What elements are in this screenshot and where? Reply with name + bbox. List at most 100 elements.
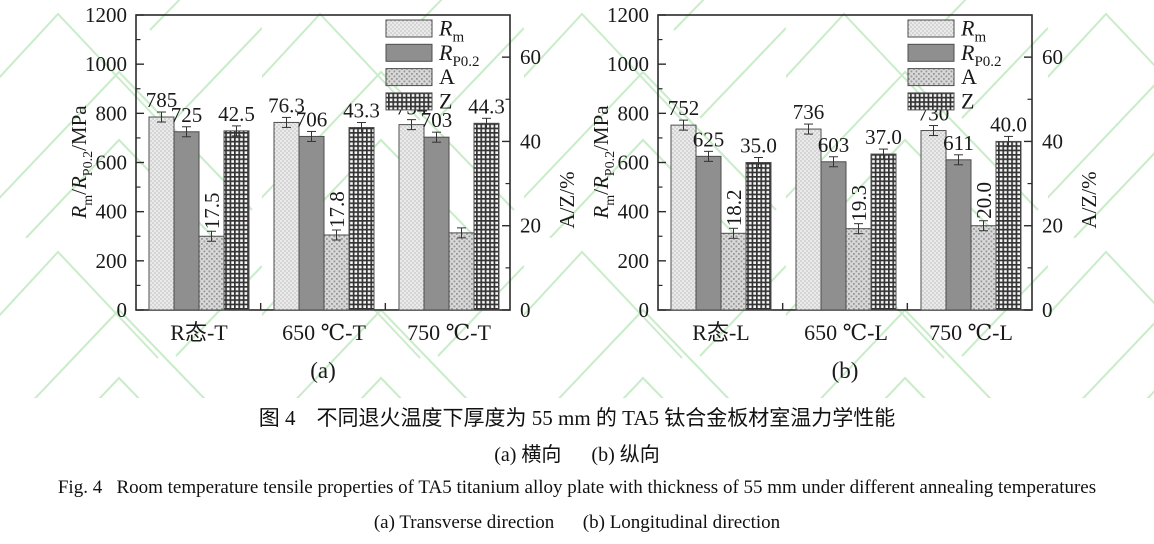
bar-A-0	[720, 232, 747, 311]
value-label-A-1: 17.8	[325, 191, 349, 228]
right-tick-label: 20	[1042, 214, 1063, 238]
value-label-A-0: 17.5	[200, 193, 224, 230]
value-label-Rm-0: 785	[146, 88, 178, 112]
bar-Z-2	[995, 140, 1022, 311]
bar-A-2	[970, 225, 997, 311]
bar-Rm-1	[273, 121, 300, 311]
category-label-1: 650 ℃-L	[804, 320, 888, 345]
value-label-Z-0: 42.5	[218, 102, 255, 126]
bar-A-1	[845, 228, 872, 311]
bar-Rm-1	[795, 128, 822, 311]
bar-Rm-0	[670, 124, 697, 311]
y-axis-title-right: A/Z/%	[1077, 171, 1101, 228]
legend-label-Z: Z	[439, 88, 452, 113]
value-label-Rm-0: 752	[668, 96, 700, 120]
left-tick-label: 600	[96, 151, 128, 175]
category-label-2: 750 ℃-T	[407, 320, 491, 345]
bar-A-2	[448, 232, 475, 311]
legend-swatch-RP0.2	[385, 43, 433, 62]
bar-RP0.2-0	[695, 155, 722, 311]
bar-Rm-2	[920, 130, 947, 311]
bar-Z-0	[745, 162, 772, 311]
panel-label: (b)	[832, 358, 859, 383]
value-label-RP0.2-2: 703	[421, 108, 453, 132]
left-tick-label: 800	[618, 101, 650, 125]
bar-RP0.2-1	[820, 161, 847, 311]
value-label-A-0: 18.2	[722, 190, 746, 227]
category-label-1: 650 ℃-T	[282, 320, 366, 345]
left-tick-label: 1200	[85, 3, 127, 27]
axes: 0 200 400 600 800 1000 1200 0 20 40 60 Rm/RP0.2/MPa…	[67, 3, 579, 322]
right-tick-label: 60	[520, 45, 541, 69]
legend-label-RP0.2: RP0.2	[960, 40, 1002, 70]
legend-swatch-Rm	[907, 19, 955, 38]
y-axis-title-left: Rm/RP0.2/MPa	[589, 105, 618, 220]
legend-swatch-Rm	[385, 19, 433, 38]
category-label-2: 750 ℃-L	[929, 320, 1013, 345]
category-label-0: R态-L	[692, 320, 749, 345]
legend-label-Z: Z	[961, 88, 974, 113]
legend-swatch-A	[385, 68, 433, 87]
value-label-RP0.2-0: 725	[171, 103, 203, 127]
bar-RP0.2-2	[423, 136, 450, 311]
left-tick-label: 0	[639, 298, 650, 322]
legend-swatch-Z	[385, 92, 433, 111]
bar-A-0	[198, 235, 225, 311]
bar-RP0.2-1	[298, 135, 325, 311]
legend-swatch-Z	[907, 92, 955, 111]
left-tick-label: 0	[117, 298, 128, 322]
value-label-RP0.2-0: 625	[693, 127, 725, 151]
right-tick-label: 0	[1042, 298, 1053, 322]
legend-label-RP0.2: RP0.2	[438, 40, 480, 70]
legend-swatch-RP0.2	[907, 43, 955, 62]
value-label-RP0.2-2: 611	[943, 131, 974, 155]
left-tick-label: 1200	[607, 3, 649, 27]
value-label-Z-2: 44.3	[468, 94, 505, 118]
bar-Z-1	[348, 127, 375, 311]
chart-transverse: 0 200 400 600 800 1000 1200 0 20 40 60 Rm/RP0.2/MPa…	[67, 3, 579, 383]
bar-Z-0	[223, 130, 250, 311]
bar-RP0.2-2	[945, 159, 972, 311]
left-tick-label: 1000	[607, 52, 649, 76]
left-tick-label: 600	[618, 151, 650, 175]
bar-Z-1	[870, 153, 897, 311]
left-tick-label: 1000	[85, 52, 127, 76]
value-label-A-1: 19.3	[847, 185, 871, 222]
value-label-Rm-1: 76.3	[268, 93, 305, 117]
legend-label-A: A	[961, 64, 977, 89]
bar-RP0.2-0	[173, 131, 200, 311]
left-tick-label: 800	[96, 101, 128, 125]
panel-label: (a)	[310, 358, 336, 383]
value-label-Z-0: 35.0	[740, 134, 777, 158]
chart-longitudinal: 0 200 400 600 800 1000 1200 0 20 40 60 Rm/RP0.2/MPa…	[589, 3, 1101, 383]
value-label-RP0.2-1: 706	[296, 107, 328, 131]
bar-Rm-0	[148, 116, 175, 311]
y-axis-title-right: A/Z/%	[555, 171, 579, 228]
value-label-A-2: 20.0	[972, 182, 996, 219]
value-label-Z-1: 43.3	[343, 99, 380, 123]
bar-A-1	[323, 234, 350, 311]
y-axis-title-left: Rm/RP0.2/MPa	[67, 105, 96, 220]
value-label-Z-1: 37.0	[865, 125, 902, 149]
caption-chinese: 图 4 不同退火温度下厚度为 55 mm 的 TA5 钛合金板材室温力学性能	[258, 406, 896, 430]
left-tick-label: 400	[96, 200, 128, 224]
axes: 0 200 400 600 800 1000 1200 0 20 40 60 Rm/RP0.2/MPa…	[589, 3, 1101, 322]
legend-label-A: A	[439, 64, 455, 89]
subcaption-chinese: (a) 横向 (b) 纵向	[494, 444, 660, 466]
left-tick-label: 200	[618, 249, 650, 273]
right-tick-label: 40	[520, 129, 541, 153]
legend-label-Rm: Rm	[960, 16, 986, 46]
legend-swatch-A	[907, 68, 955, 87]
value-label-Z-2: 40.0	[990, 112, 1027, 136]
value-label-RP0.2-1: 603	[818, 133, 850, 157]
right-tick-label: 40	[1042, 129, 1063, 153]
bar-Z-2	[473, 122, 500, 311]
category-label-0: R态-T	[170, 320, 228, 345]
left-tick-label: 200	[96, 249, 128, 273]
left-tick-label: 400	[618, 200, 650, 224]
legend-label-Rm: Rm	[438, 16, 464, 46]
